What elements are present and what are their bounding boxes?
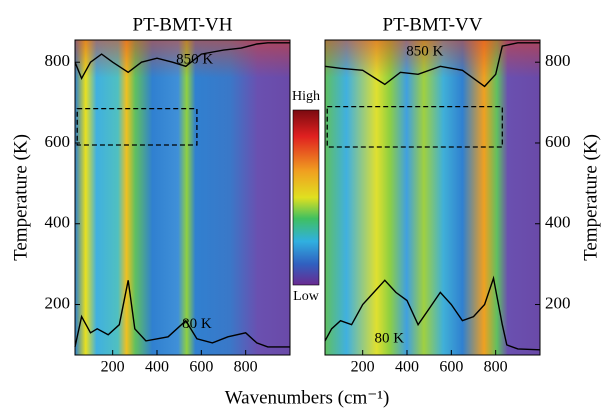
x-tick-label: 200 (351, 359, 375, 376)
dashed-box (326, 105, 503, 148)
heatmap-left-shade (75, 40, 290, 355)
colorbar-high: High (292, 89, 320, 104)
y-tick-label: 200 (45, 293, 71, 312)
panel-title: PT-BMT-VV (383, 14, 483, 35)
plot-frame (74, 39, 291, 356)
panel-title: PT-BMT-VH (133, 14, 233, 35)
y-axis-label: Temperature (K) (10, 134, 31, 261)
x-tick-label: 600 (439, 359, 463, 376)
x-tick-label: 800 (484, 359, 508, 376)
y-tick-label: 400 (45, 213, 71, 232)
spectrum (324, 275, 541, 351)
y-tick-label: 800 (545, 51, 571, 70)
heatmap-right-shade (325, 40, 540, 355)
plot-frame (324, 39, 541, 356)
y-tick-label: 200 (545, 293, 571, 312)
x-tick-label: 200 (101, 359, 125, 376)
y-tick-label: 600 (545, 132, 571, 151)
annotation: 80 K (182, 316, 212, 332)
annotation: 850 K (176, 52, 213, 68)
annotation: 80 K (374, 330, 404, 346)
y-tick-label: 600 (45, 132, 71, 151)
colorbar (292, 109, 320, 286)
dashed-box (76, 108, 198, 146)
y-tick-label: 800 (45, 51, 71, 70)
spectrum (74, 42, 290, 81)
colorbar-low: Low (293, 289, 320, 304)
spectrum (74, 280, 290, 348)
x-axis-label: Wavenumbers (cm⁻¹) (225, 387, 390, 408)
x-tick-label: 400 (395, 359, 419, 376)
y-axis-label-right: Temperature (K) (580, 134, 601, 261)
x-tick-label: 600 (189, 359, 213, 376)
y-tick-label: 400 (545, 213, 571, 232)
spectrum (324, 42, 540, 88)
annotation: 850 K (406, 44, 443, 60)
x-tick-label: 400 (145, 359, 169, 376)
x-tick-label: 800 (234, 359, 258, 376)
